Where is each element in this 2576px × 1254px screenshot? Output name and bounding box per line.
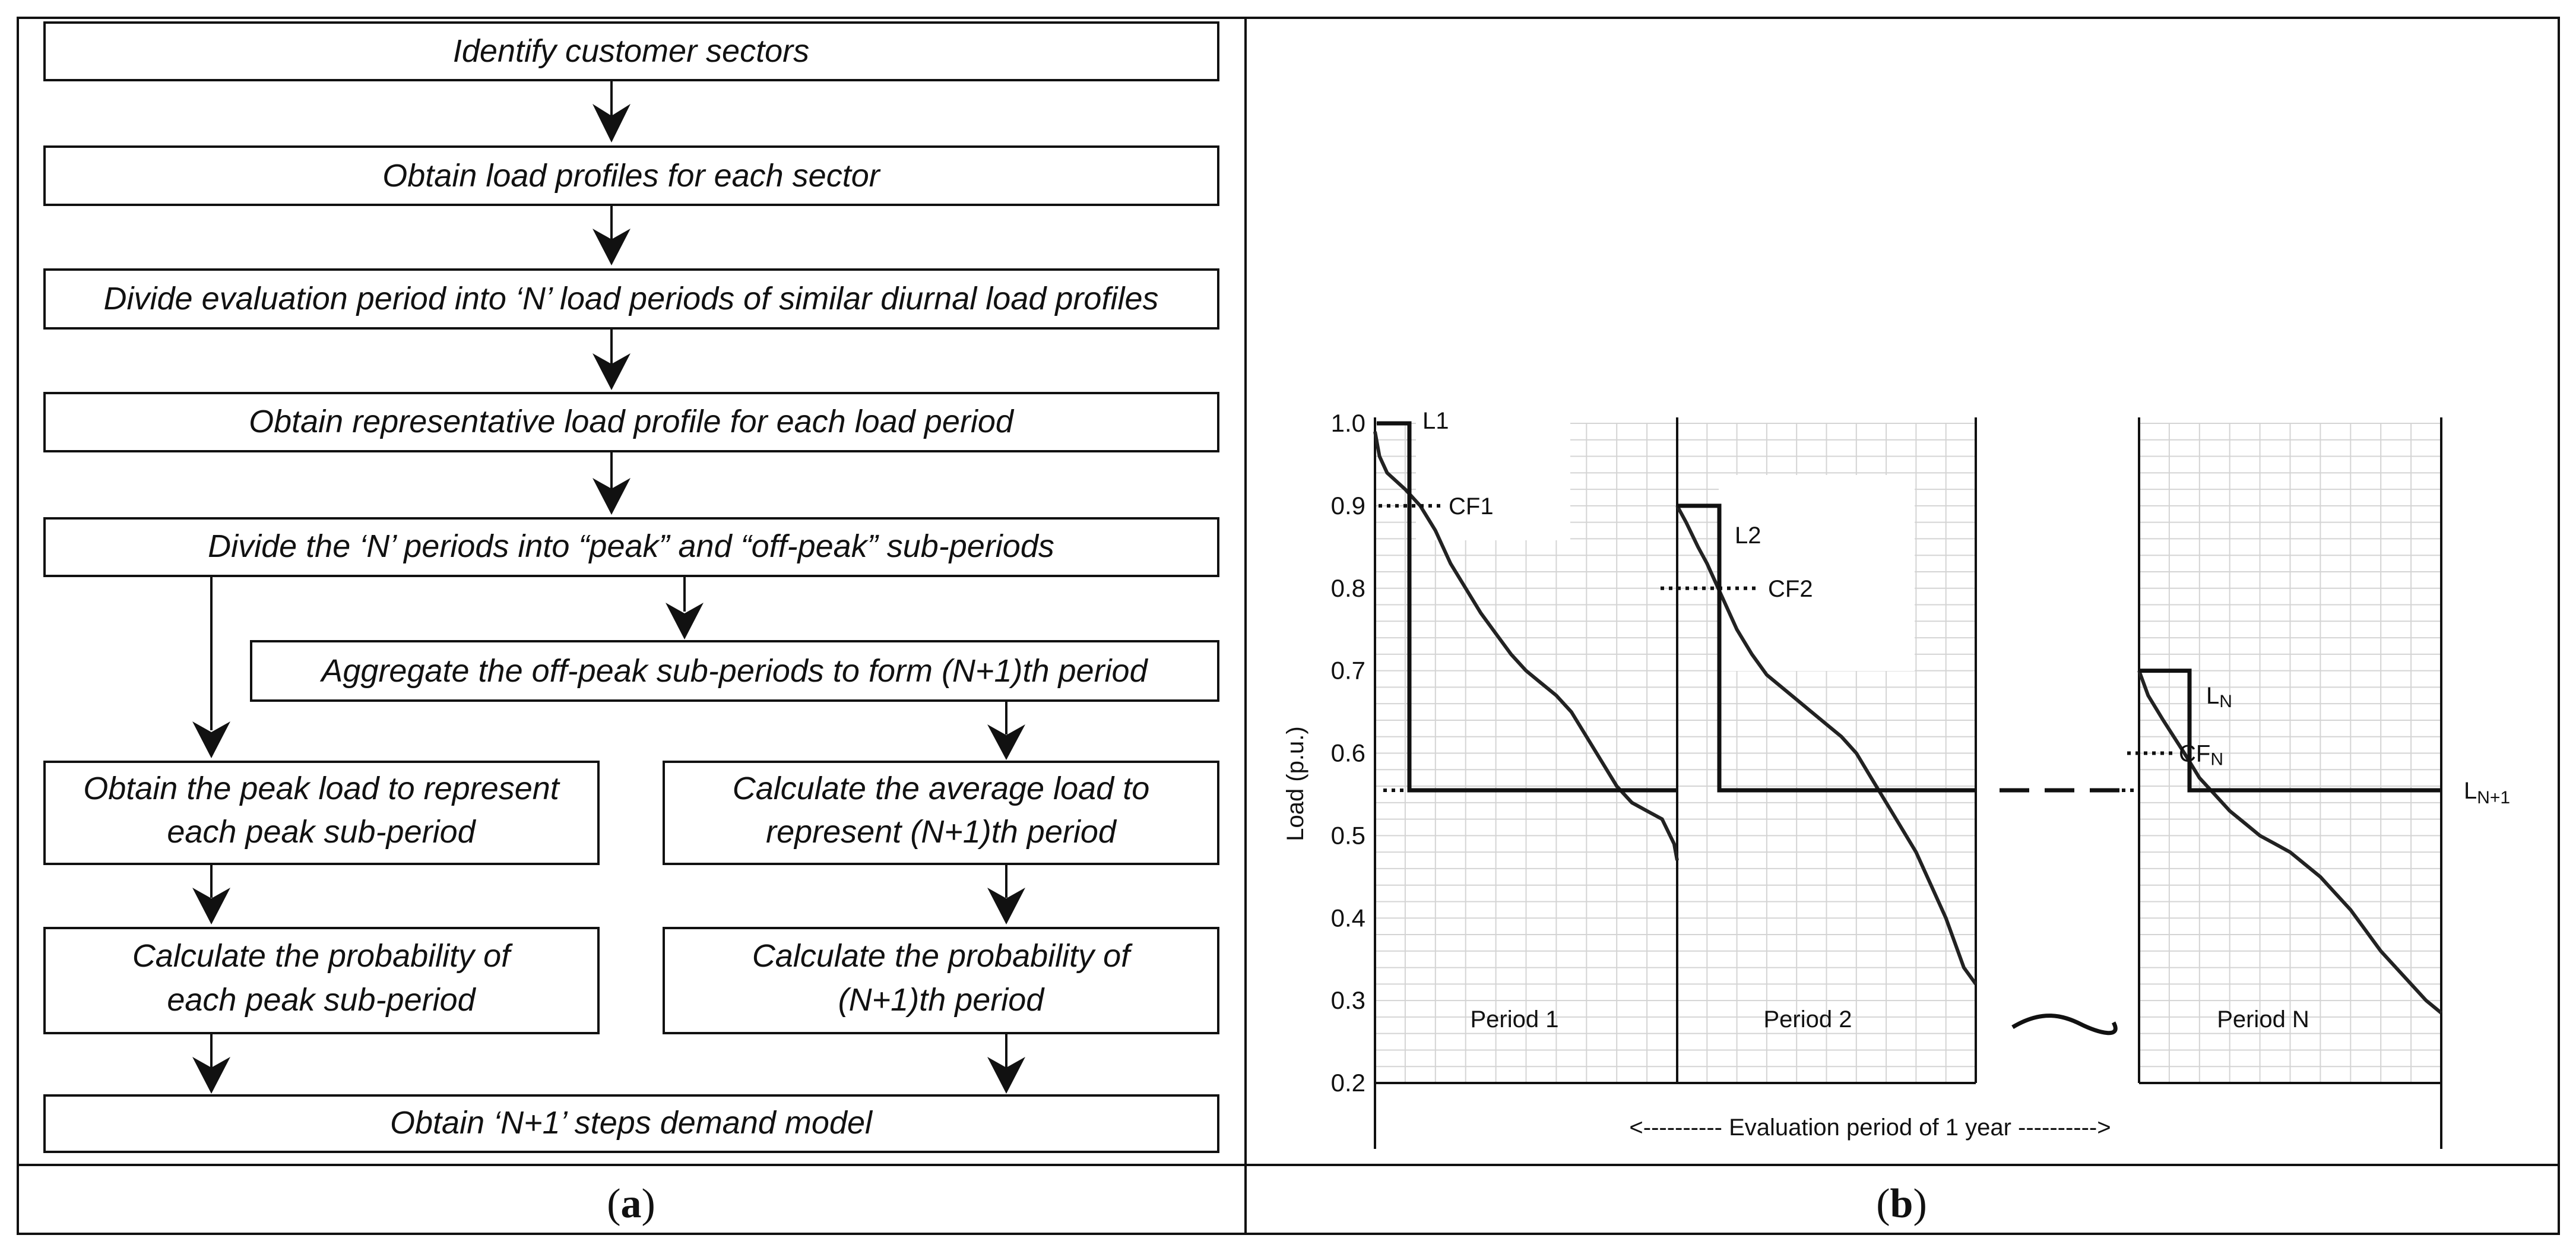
flow-step-average-load-line1: Calculate the average load to xyxy=(733,771,1149,806)
label-l2: L2 xyxy=(1735,522,1761,549)
step-line-period-2 xyxy=(1677,504,1976,793)
y-tick-label: 0.7 xyxy=(1331,657,1365,685)
flow-step-4: Obtain representative load profile for e… xyxy=(43,392,1219,452)
step-model xyxy=(1377,421,2441,793)
label-period-n: Period N xyxy=(2217,1006,2309,1033)
label-period-2: Period 2 xyxy=(1764,1006,1852,1033)
flow-step-peak-load-line2: each peak sub-period xyxy=(167,814,476,850)
flow-step-4-text: Obtain representative load profile for e… xyxy=(249,404,1015,439)
label-period-1: Period 1 xyxy=(1471,1006,1559,1033)
load-chart: 1.0 0.9 0.8 0.7 0.6 0.5 0.4 0.3 0.2 L1 L2 LN LN+1 CF… xyxy=(1282,408,2510,1149)
cf-markers xyxy=(1379,504,2176,755)
flow-step-6: Aggregate the off-peak sub-periods to fo… xyxy=(250,640,1219,702)
flowchart: Identify customer sectors Obtain load pr… xyxy=(43,21,1219,1153)
label-ln1: LN+1 xyxy=(2464,778,2510,808)
y-tick-labels: 1.0 0.9 0.8 0.7 0.6 0.5 0.4 0.3 0.2 xyxy=(1331,409,1365,1097)
label-ln: LN xyxy=(2206,683,2232,711)
outer-frame xyxy=(17,17,2560,1235)
label-cf1: CF1 xyxy=(1449,493,1494,520)
flow-step-1: Identify customer sectors xyxy=(43,21,1219,81)
load-curve-2 xyxy=(1675,505,1978,986)
y-tick-label: 0.8 xyxy=(1331,574,1365,602)
y-tick-label: 0.9 xyxy=(1331,492,1365,520)
flow-step-peak-load: Obtain the peak load to represent each p… xyxy=(43,761,600,865)
y-axis-label: Load (p.u.) xyxy=(1282,726,1308,841)
caption-b: (b) xyxy=(1876,1181,1927,1227)
chart-labels: L1 L2 LN LN+1 CF1 CF2 CFN Period 1 Period 2 Perio… xyxy=(1422,408,2510,1033)
flow-step-offpeak-probability-line1: Calculate the probability of xyxy=(752,938,1133,974)
y-tick-label: 0.2 xyxy=(1331,1069,1365,1097)
y-tick-label: 1.0 xyxy=(1331,409,1365,437)
flow-step-5: Divide the ‘N’ periods into “peak” and “… xyxy=(43,517,1219,577)
x-axis-label: <---------- Evaluation period of 1 year … xyxy=(1629,1114,2111,1141)
label-cf2: CF2 xyxy=(1768,576,1813,602)
flow-step-final: Obtain ‘N+1’ steps demand model xyxy=(43,1094,1219,1153)
flow-step-2-text: Obtain load profiles for each sector xyxy=(382,158,880,194)
flow-step-3: Divide evaluation period into ‘N’ load p… xyxy=(43,268,1219,330)
flow-step-6-text: Aggregate the off-peak sub-periods to fo… xyxy=(319,653,1148,689)
flow-step-1-text: Identify customer sectors xyxy=(453,33,809,69)
flow-step-2: Obtain load profiles for each sector xyxy=(43,145,1219,206)
flow-arrows xyxy=(192,80,1025,1094)
y-tick-label: 0.6 xyxy=(1331,739,1365,767)
flow-step-3-text: Divide evaluation period into ‘N’ load p… xyxy=(104,281,1159,316)
step-line-period-1 xyxy=(1377,421,1677,793)
y-tick-label: 0.3 xyxy=(1331,986,1365,1014)
flow-step-offpeak-probability-line2: (N+1)th period xyxy=(838,982,1045,1018)
flow-step-offpeak-probability: Calculate the probability of (N+1)th per… xyxy=(663,927,1219,1034)
flow-step-5-text: Divide the ‘N’ periods into “peak” and “… xyxy=(208,528,1054,564)
flow-step-peak-probability-line1: Calculate the probability of xyxy=(132,938,513,974)
white-label-patches xyxy=(1416,416,1915,671)
label-cfn: CFN xyxy=(2179,741,2223,770)
caption-a: (a) xyxy=(607,1181,655,1227)
flow-step-average-load: Calculate the average load to represent … xyxy=(663,761,1219,865)
step-line-period-n xyxy=(2139,669,2441,793)
break-symbol xyxy=(2011,1014,2118,1036)
flow-step-final-text: Obtain ‘N+1’ steps demand model xyxy=(390,1105,873,1141)
label-l1: L1 xyxy=(1422,408,1449,434)
y-tick-label: 0.5 xyxy=(1331,821,1365,849)
y-tick-label: 0.4 xyxy=(1331,904,1365,932)
flow-step-peak-load-line1: Obtain the peak load to represent xyxy=(83,771,560,806)
chart-axes xyxy=(1374,417,2442,1149)
flow-step-peak-probability: Calculate the probability of each peak s… xyxy=(43,927,600,1034)
load-curve-1 xyxy=(1373,431,1679,861)
flow-step-average-load-line2: represent (N+1)th period xyxy=(766,814,1117,850)
flow-step-peak-probability-line2: each peak sub-period xyxy=(167,982,476,1018)
